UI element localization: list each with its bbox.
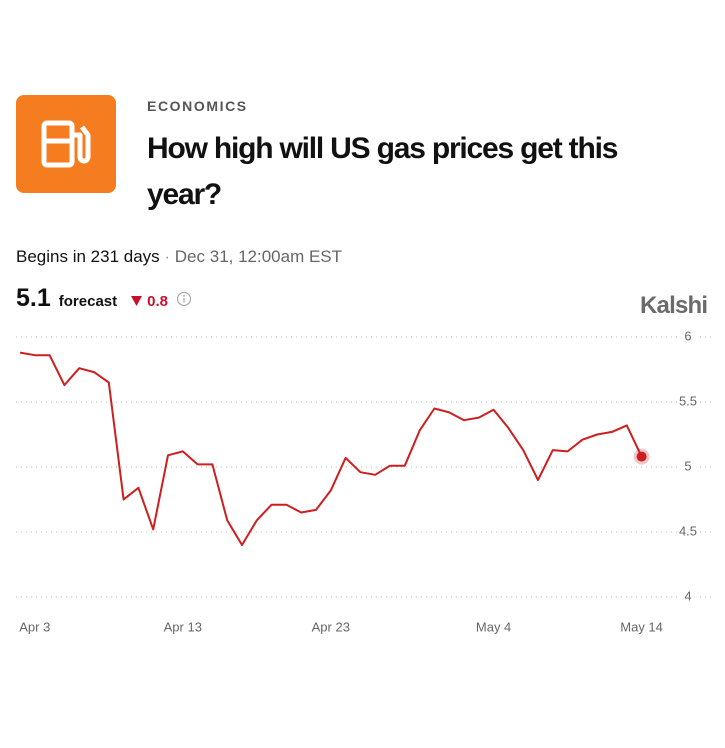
change-value: 0.8 xyxy=(147,293,168,310)
forecast-row: 5.1 forecast 0.8 xyxy=(16,284,192,313)
forecast-value: 5.1 xyxy=(16,284,51,312)
end-dot xyxy=(636,451,647,462)
y-tick-label: 4 xyxy=(684,588,691,603)
down-arrow xyxy=(131,296,143,306)
x-tick-label: Apr 3 xyxy=(19,619,50,634)
y-tick-label: 4.5 xyxy=(679,523,697,538)
y-tick-label: 5.5 xyxy=(679,393,697,408)
category-icon xyxy=(16,95,116,193)
price-line xyxy=(19,351,643,546)
market-title[interactable]: How high will US gas prices get this yea… xyxy=(147,132,618,211)
info-icon[interactable] xyxy=(176,291,192,307)
forecast-change: 0.8 xyxy=(131,293,168,310)
x-tick-label: Apr 23 xyxy=(312,619,350,634)
forecast-label: forecast xyxy=(58,293,118,310)
status-row: Begins in 231 days · Dec 31, 12:00am EST xyxy=(16,247,342,267)
status: Begins in 231 days xyxy=(16,247,160,266)
x-tick-label: May 4 xyxy=(476,619,511,634)
x-tick-label: Apr 13 xyxy=(164,619,202,634)
brand: Kalshi xyxy=(640,292,708,319)
x-tick-label: May 14 xyxy=(620,619,663,634)
chart: 4 4.5 5 5.5 6 Apr 3 Apr 13 Apr 23 May 4 May 14 xyxy=(16,328,712,634)
category: ECONOMICS xyxy=(147,98,248,114)
date: · Dec 31, 12:00am EST xyxy=(164,247,343,266)
fuel-pump-icon xyxy=(41,120,91,168)
y-tick-label: 6 xyxy=(684,328,691,343)
date-text: Dec 31, 12:00am EST xyxy=(174,247,343,266)
y-tick-label: 5 xyxy=(684,458,691,473)
